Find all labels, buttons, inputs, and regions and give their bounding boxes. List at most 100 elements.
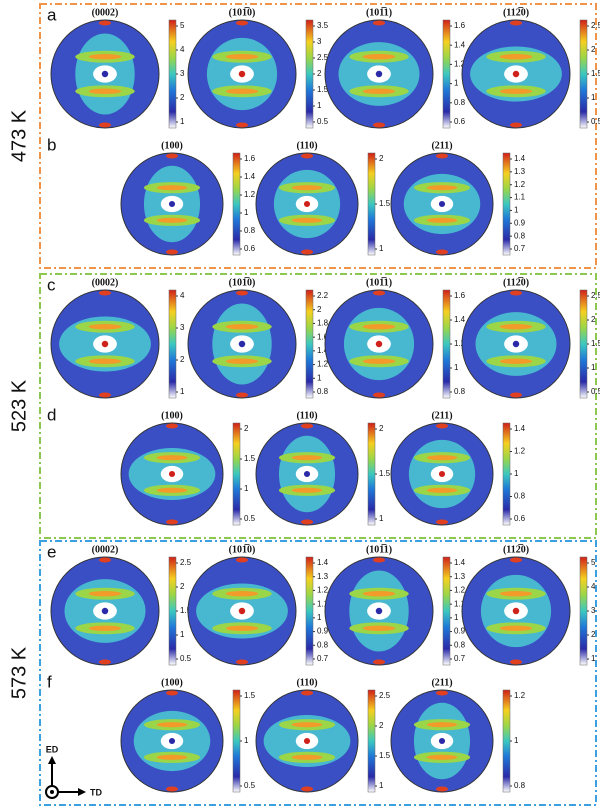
contour-peak: [303, 470, 311, 478]
contour-peak: [101, 70, 109, 78]
pole-figure: [461, 289, 571, 399]
colorbar-tick-label: 1: [244, 736, 249, 745]
colorbar-tick-label: 1.5: [379, 199, 391, 208]
edge-peak: [373, 557, 385, 563]
colorbar-tick-label: 2.5: [180, 558, 192, 567]
colorbar-tick-label: 1.5: [379, 469, 391, 478]
edge-peak: [99, 20, 111, 26]
colorbar-tick-label: 2.5: [379, 691, 391, 700]
pole-figure-title: (100): [161, 410, 183, 421]
contour: [291, 185, 323, 191]
colorbar-tick-label: 1.2: [317, 586, 329, 595]
colorbar-tick-label: 0.5: [317, 117, 329, 126]
edge-peak: [373, 659, 385, 665]
colorbar: [502, 422, 511, 526]
panel-label: b: [47, 135, 56, 154]
colorbar-tick-label: 3: [180, 69, 185, 78]
pole-figure-title: (101̅0): [229, 544, 256, 555]
colorbar-tick-label: 0.8: [514, 231, 526, 240]
colorbar-tick-label: 0.8: [317, 640, 329, 649]
edge-peak: [236, 290, 248, 296]
edge-peak: [436, 153, 448, 159]
contour: [362, 324, 396, 330]
colorbar-tick-label: 1.4: [317, 346, 329, 355]
colorbar-tick-label: 1.3: [514, 167, 526, 176]
edge-peak: [99, 290, 111, 296]
colorbar: [367, 152, 376, 256]
edge-peak: [510, 20, 522, 26]
colorbar-tick-label: 1.5: [379, 751, 391, 760]
contour-peak: [438, 200, 446, 208]
contour: [499, 88, 533, 94]
colorbar: [502, 689, 511, 793]
panel-label: e: [47, 542, 56, 561]
edge-peak: [166, 423, 178, 429]
contour-peak: [375, 340, 383, 348]
pole-figure-title: (101̅0): [229, 7, 256, 18]
ed-arrowhead: [48, 756, 56, 764]
contour-peak: [168, 470, 176, 478]
colorbar-tick-label: 1: [514, 736, 519, 745]
temperature-label: 573 K: [8, 646, 30, 699]
colorbar-tick-label: 5: [180, 21, 185, 30]
contour: [426, 487, 458, 493]
pole-outline: [324, 289, 434, 399]
colorbar-tick-label: 1.2: [514, 447, 526, 456]
contour: [291, 487, 323, 493]
colorbar-tick-label: 2: [317, 69, 322, 78]
contour: [426, 754, 458, 760]
colorbar-tick-label: 1: [454, 363, 459, 372]
colorbar-tick-label: 1: [514, 206, 519, 215]
contour-peak: [375, 70, 383, 78]
pole-figure: [187, 19, 297, 129]
colorbar-tick-label: 1.4: [317, 558, 329, 567]
pole-outline: [255, 689, 359, 793]
edge-peak: [301, 153, 313, 159]
contour: [291, 217, 323, 223]
colorbar-tick-label: 0.5: [591, 117, 600, 126]
contour: [362, 54, 396, 60]
colorbar: [579, 19, 588, 129]
edge-peak: [236, 20, 248, 26]
pole-figure: [390, 152, 494, 256]
colorbar: [168, 289, 177, 399]
edge-peak: [373, 392, 385, 398]
contour-peak: [101, 340, 109, 348]
colorbar: [579, 289, 588, 399]
colorbar-tick-label: 1.4: [514, 154, 526, 163]
colorbar-tick-label: 4: [180, 291, 185, 300]
edge-peak: [436, 249, 448, 255]
colorbar-tick-label: 1: [317, 101, 322, 110]
colorbar-tick-label: 0.5: [591, 387, 600, 396]
pole-outline: [50, 556, 160, 666]
colorbar-tick-label: 1: [180, 630, 185, 639]
colorbar-tick-label: 0.7: [317, 654, 329, 663]
pole-figure: [120, 689, 224, 793]
colorbar-tick-label: 3: [180, 323, 185, 332]
colorbar-tick-label: 2.5: [317, 53, 329, 62]
colorbar-tick-label: 3.5: [317, 21, 329, 30]
pole-outline: [324, 19, 434, 129]
colorbar-tick-label: 1: [379, 244, 384, 253]
contour-peak: [238, 607, 246, 615]
pole-figure-title: (101̅0): [229, 277, 256, 288]
edge-peak: [166, 519, 178, 525]
colorbar-tick-label: 0.8: [317, 387, 329, 396]
pole-figure-title: (0002): [92, 277, 119, 288]
contour-peak: [168, 737, 176, 745]
pole-figure-title: (101̅1): [366, 277, 392, 288]
colorbar-tick-label: 5: [591, 558, 596, 567]
pole-outline: [187, 19, 297, 129]
contour: [225, 591, 259, 597]
contour: [499, 591, 533, 597]
pole-outline: [50, 19, 160, 129]
colorbar-tick-label: 1.4: [514, 424, 526, 433]
pole-figure: [255, 689, 359, 793]
colorbar-tick-label: 1.4: [454, 315, 466, 324]
contour: [225, 54, 259, 60]
panel-frame: [39, 273, 597, 539]
pole-outline: [187, 556, 297, 666]
contour: [225, 88, 259, 94]
contour: [499, 54, 533, 60]
